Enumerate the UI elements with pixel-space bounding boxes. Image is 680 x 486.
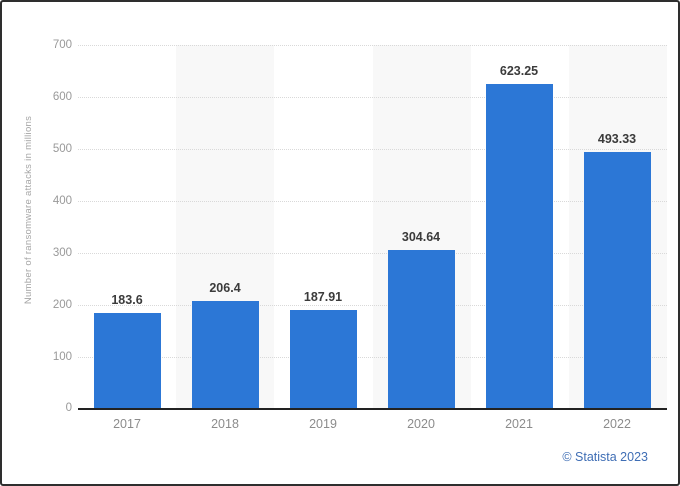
x-tick-label-2017: 2017 <box>113 417 141 431</box>
x-tick-label-2021: 2021 <box>505 417 533 431</box>
x-tick-label-2020: 2020 <box>407 417 435 431</box>
x-tick-label-2018: 2018 <box>211 417 239 431</box>
statista-attribution-link[interactable]: © Statista 2023 <box>562 450 648 464</box>
x-tick-label-2019: 2019 <box>309 417 337 431</box>
y-axis-title: Number of ransomware attacks in millions <box>23 115 34 305</box>
y-tick-label: 300 <box>52 247 72 259</box>
bar-group-2017: 183.6 <box>78 28 176 408</box>
y-tick-label: 0 <box>65 402 72 414</box>
bar-value-label: 493.33 <box>597 131 637 146</box>
gridline-500 <box>78 149 667 150</box>
bar-group-2020: 304.64 <box>372 28 470 408</box>
bar-group-2018: 206.4 <box>176 28 274 408</box>
bar-group-2021: 623.25 <box>470 28 568 408</box>
bar-group-2019: 187.91 <box>274 28 372 408</box>
gridline-400 <box>78 201 667 202</box>
y-tick-label: 500 <box>52 143 72 155</box>
gridline-200 <box>78 305 667 306</box>
bar-value-label: 206.4 <box>209 280 241 295</box>
gridline-600 <box>78 97 667 98</box>
x-tick-label-2022: 2022 <box>603 417 631 431</box>
bar-2017 <box>93 312 161 408</box>
gridline-700 <box>78 45 667 46</box>
y-tick-label: 700 <box>52 39 72 51</box>
gridline-300 <box>78 253 667 254</box>
bar-group-2022: 493.33 <box>568 28 666 408</box>
bar-2019 <box>289 310 357 408</box>
y-tick-label: 100 <box>52 351 72 363</box>
y-tick-label: 600 <box>52 91 72 103</box>
bar-2020 <box>387 249 455 408</box>
y-tick-label: 400 <box>52 195 72 207</box>
y-tick-label: 200 <box>52 299 72 311</box>
bar-value-label: 304.64 <box>401 229 441 244</box>
gridline-100 <box>78 357 667 358</box>
bar-value-label: 187.91 <box>303 290 343 305</box>
bar-value-label: 183.6 <box>111 292 143 307</box>
bar-2021 <box>485 83 553 408</box>
bar-value-label: 623.25 <box>499 63 539 78</box>
bar-2022 <box>583 151 651 408</box>
x-axis-line <box>78 408 667 410</box>
bar-2018 <box>191 300 259 408</box>
